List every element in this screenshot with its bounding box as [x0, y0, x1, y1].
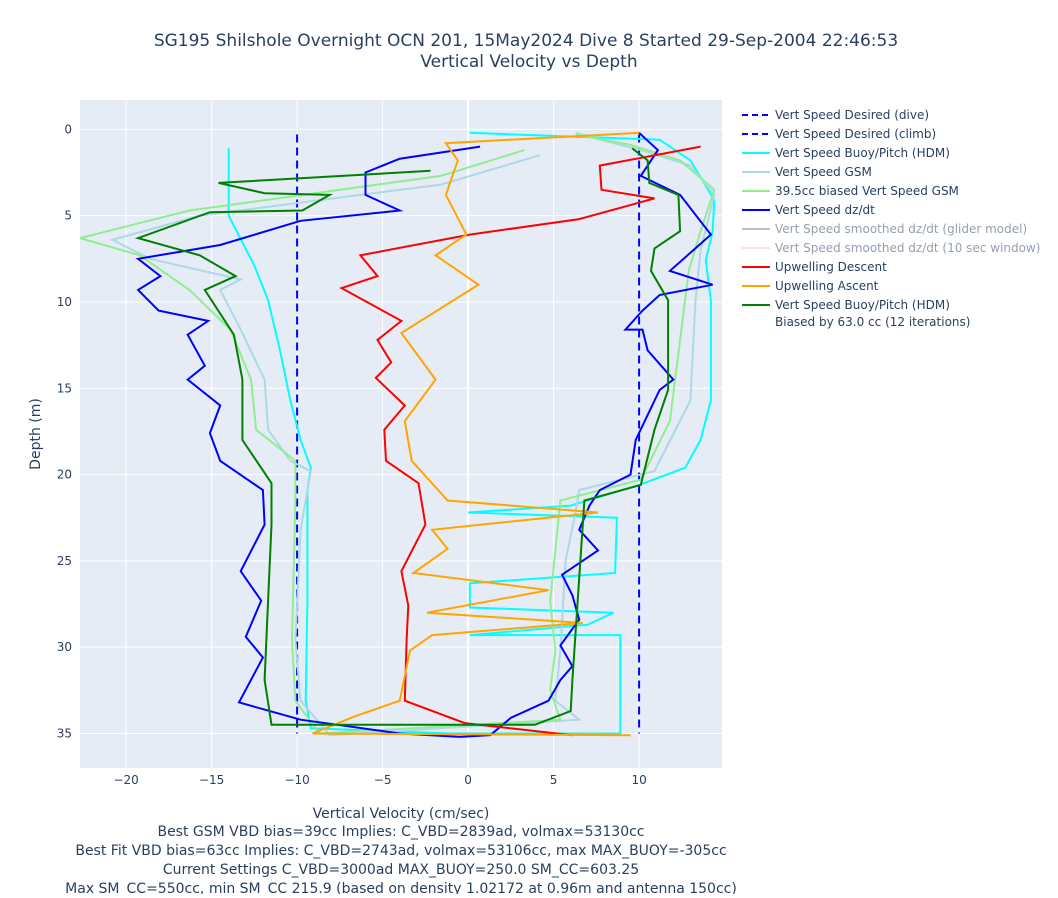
footnote: Current Settings C_VBD=3000ad MAX_BUOY=2…: [163, 862, 639, 878]
series-line: [134, 147, 682, 726]
x-tick-label: 0: [464, 773, 472, 787]
x-tick-label: −5: [374, 773, 392, 787]
footnote: Best GSM VBD bias=39cc Implies: C_VBD=28…: [157, 824, 644, 840]
series-line: [339, 145, 701, 737]
legend-label: 39.5cc biased Vert Speed GSM: [775, 184, 959, 198]
legend-label: Vert Speed Buoy/Pitch (HDM) Biased by 63.…: [775, 298, 970, 329]
y-tick-label: 15: [57, 381, 72, 395]
chart-title: SG195 Shilshole Overnight OCN 201, 15May…: [154, 31, 898, 51]
y-tick-label: 0: [64, 122, 72, 136]
y-tick-label: 30: [57, 640, 72, 654]
y-tick-label: 35: [57, 726, 72, 740]
legend-label: Vert Speed dz/dt: [775, 203, 875, 217]
x-tick-label: −20: [113, 773, 138, 787]
series-line: [80, 133, 716, 735]
legend-label: Vert Speed Desired (climb): [775, 127, 936, 141]
series-line: [312, 131, 640, 737]
x-tick-label: 10: [631, 773, 646, 787]
x-tick-label: −15: [199, 773, 224, 787]
legend-label: Vert Speed Desired (dive): [775, 108, 929, 122]
x-tick-label: 5: [550, 773, 558, 787]
footnote: Max SM_CC=550cc, min SM_CC 215.9 (based …: [65, 881, 737, 894]
legend-label: Vert Speed GSM: [775, 165, 872, 179]
legend-label: Vert Speed smoothed dz/dt (glider model): [775, 222, 1027, 236]
y-axis-title: Depth (m): [28, 398, 44, 470]
footnote: Best Fit VBD bias=63cc Implies: C_VBD=27…: [75, 843, 726, 859]
x-axis-title: Vertical Velocity (cm/sec): [313, 806, 490, 822]
legend-label: Vert Speed Buoy/Pitch (HDM): [775, 146, 950, 160]
plot-area: [80, 100, 722, 768]
y-tick-label: 10: [57, 295, 72, 309]
series-line: [109, 131, 716, 737]
y-tick-label: 5: [64, 209, 72, 223]
legend-label: Upwelling Descent: [775, 260, 887, 274]
legend-label: Upwelling Ascent: [775, 279, 879, 293]
y-tick-label: 20: [57, 468, 72, 482]
legend-label: Vert Speed smoothed dz/dt (10 sec window…: [775, 241, 1040, 255]
y-tick-label: 25: [57, 554, 72, 568]
chart-subtitle: Vertical Velocity vs Depth: [420, 52, 637, 72]
x-tick-label: −10: [284, 773, 309, 787]
series-line: [227, 131, 716, 735]
